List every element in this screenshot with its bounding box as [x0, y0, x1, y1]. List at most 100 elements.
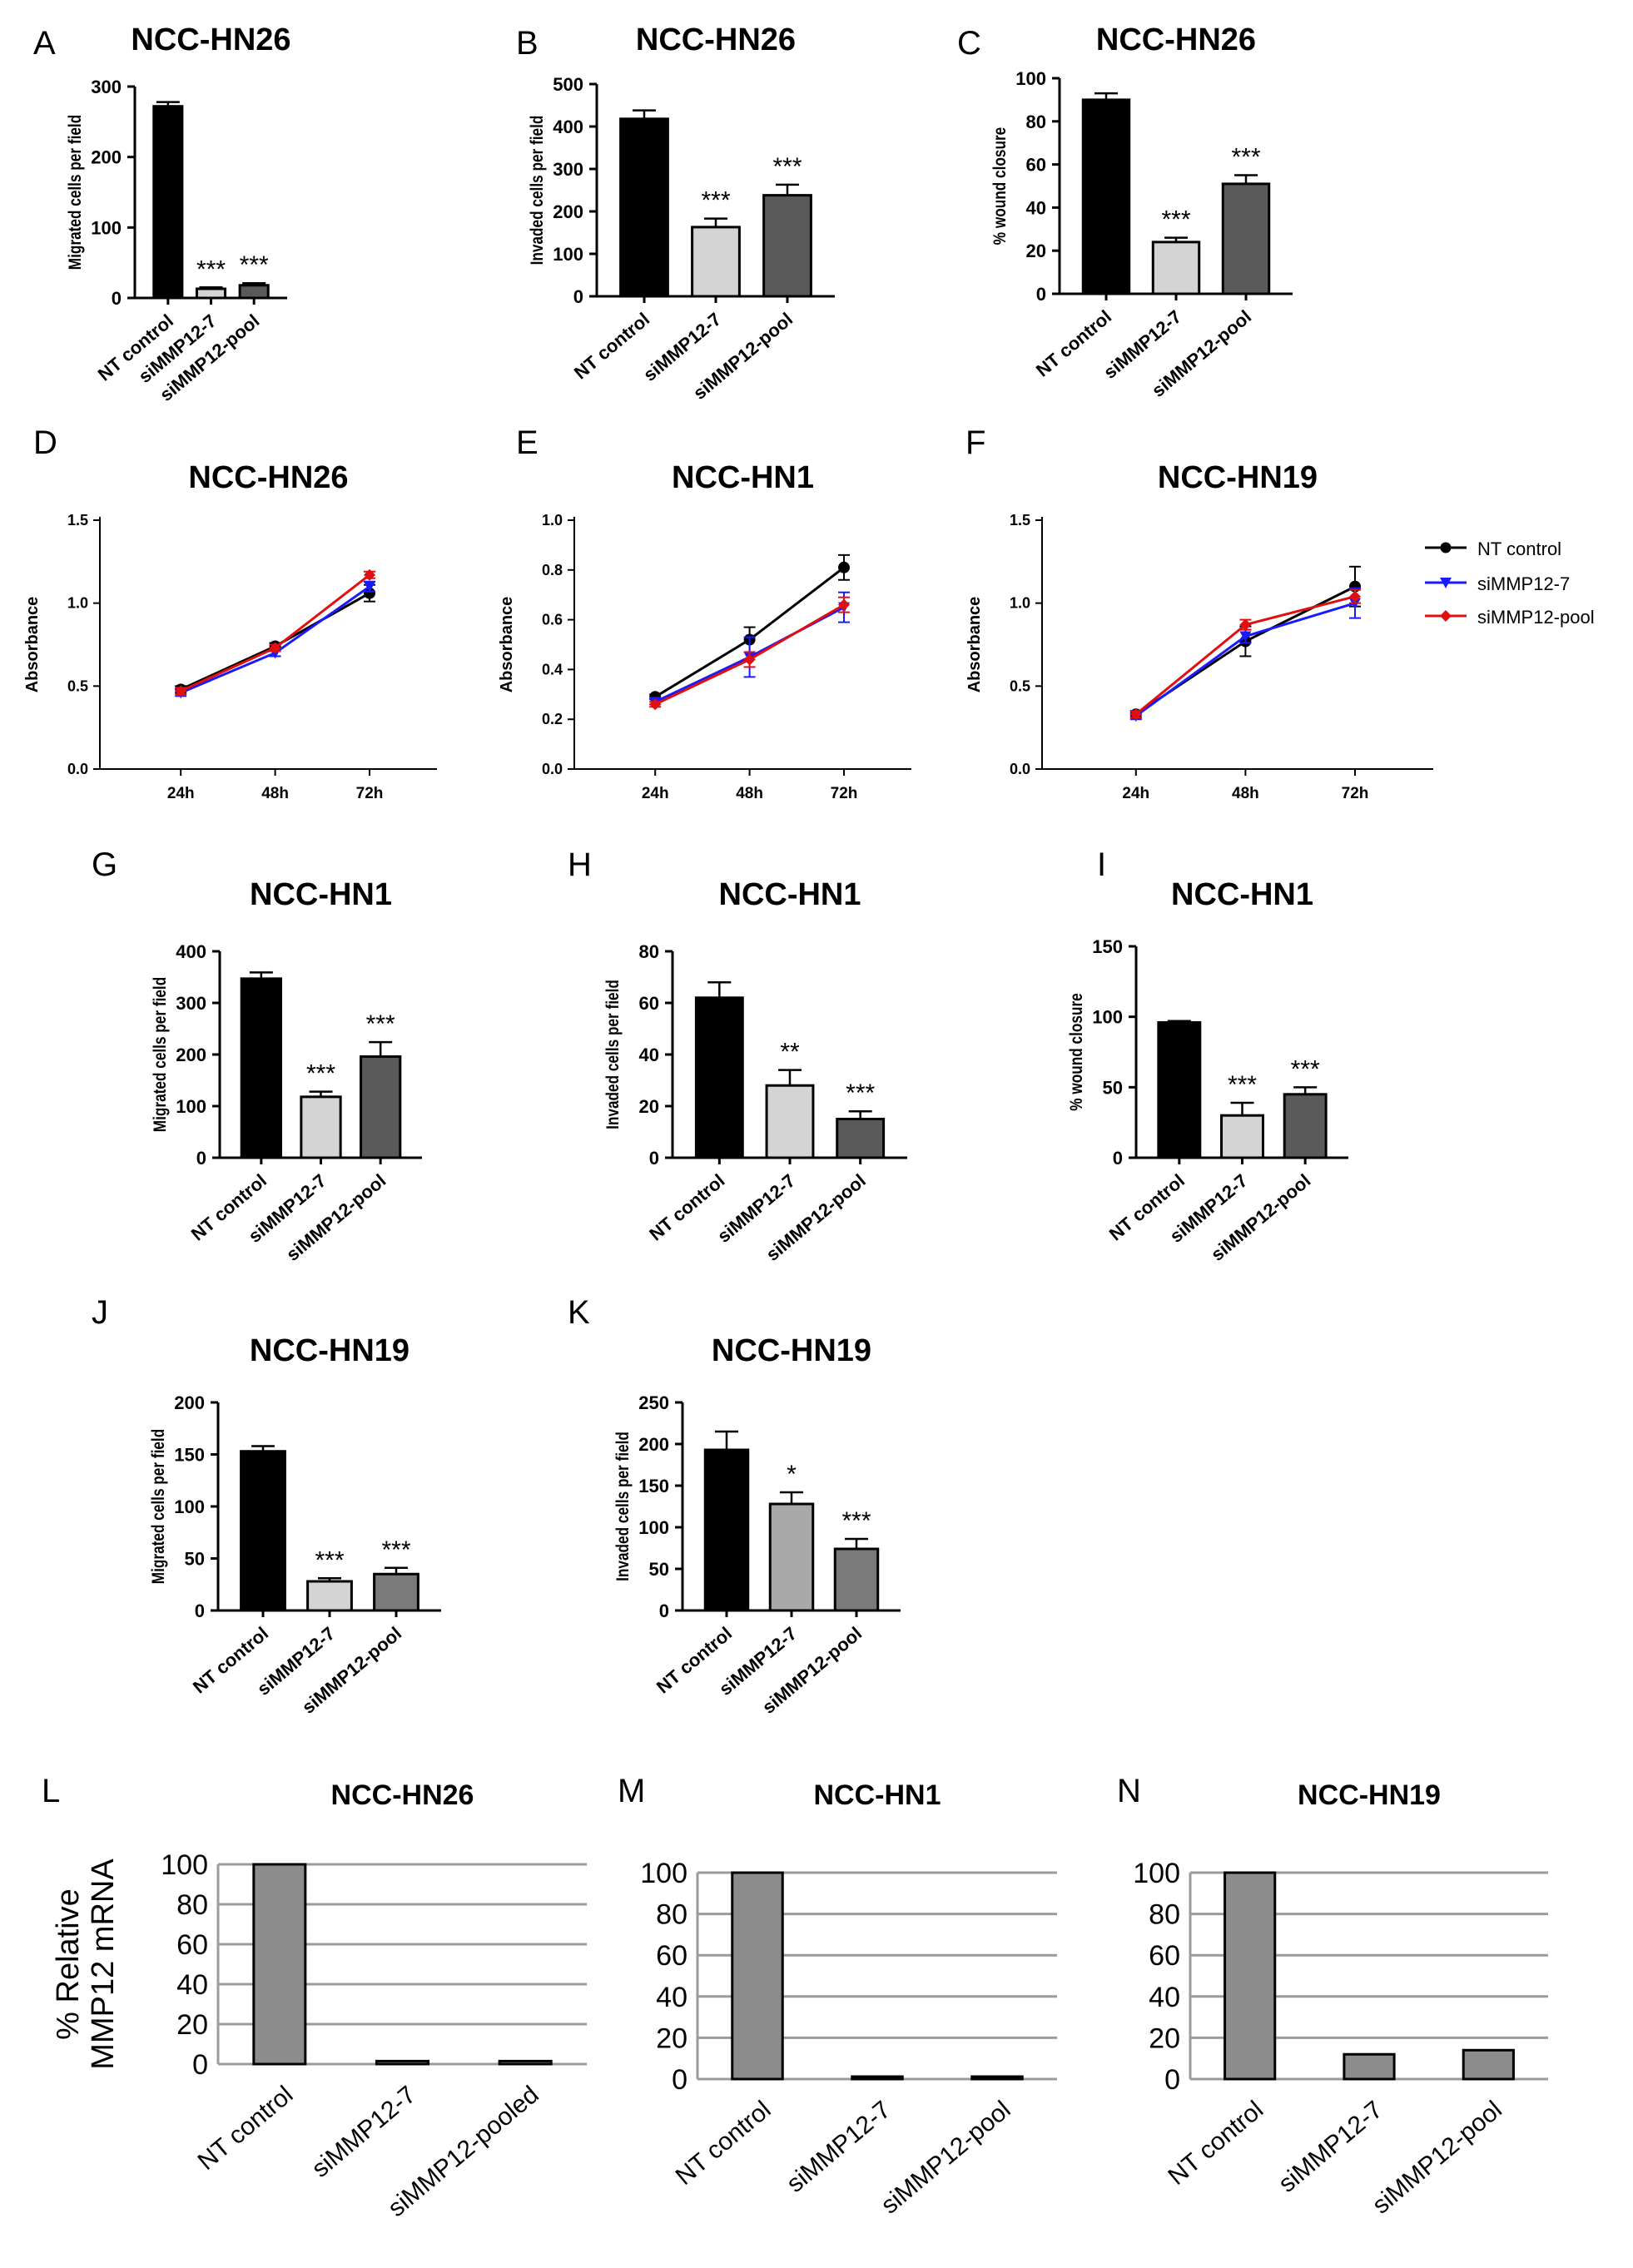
y-tick-label: 0.0	[542, 761, 563, 777]
bar	[836, 1118, 886, 1159]
significance-label: ***	[772, 153, 802, 181]
bar	[851, 2075, 904, 2081]
data-point	[838, 561, 850, 573]
significance-label: ***	[366, 1010, 395, 1038]
bar	[1151, 241, 1201, 295]
chart-title: NCC-HN19	[1298, 1779, 1441, 1811]
y-tick-label: 0	[672, 2064, 687, 2096]
significance-label: ***	[846, 1079, 875, 1107]
x-tick-label: siMMP12-pool	[282, 1170, 390, 1265]
panel-a: A NCC-HN26 0 100 200 300 Migrated cells per fi…	[33, 22, 291, 405]
y-tick-label: 40	[1026, 197, 1046, 218]
bar	[694, 996, 744, 1159]
y-tick-label: 40	[639, 1045, 659, 1065]
series-simmp12-pool	[1129, 588, 1361, 721]
bar	[731, 1871, 784, 2081]
x-tick-label: NT control	[193, 2081, 299, 2176]
bar	[768, 1502, 815, 1612]
y-tick-label: 200	[638, 1434, 669, 1455]
y-axis-label: Absorbance	[498, 597, 516, 693]
y-axis-label: % wound closure	[991, 127, 1010, 245]
panel-letter: E	[516, 424, 539, 461]
panel-letter: J	[92, 1294, 108, 1331]
panel-letter: H	[568, 846, 592, 883]
y-tick-label: 250	[638, 1392, 669, 1413]
y-tick-label: 0	[1036, 284, 1046, 305]
y-tick-label: 100	[176, 1096, 206, 1117]
y-tick-label: 0	[196, 1148, 206, 1169]
chart-title: NCC-HN26	[1096, 22, 1256, 57]
bar	[238, 284, 270, 300]
x-tick-label: 72h	[1342, 785, 1369, 802]
data-point	[649, 698, 662, 711]
data-point	[269, 642, 281, 654]
y-axis-label: % Relative	[51, 1888, 86, 2040]
y-tick-label: 0.5	[67, 677, 88, 694]
y-tick-label: 20	[656, 2022, 687, 2054]
chart-title: NCC-HN19	[250, 1333, 409, 1368]
panel-letter: G	[92, 846, 117, 883]
significance-label: ***	[196, 256, 226, 283]
data-point	[838, 598, 850, 611]
y-tick-label: 20	[639, 1096, 659, 1117]
y-tick-label: 150	[638, 1476, 669, 1496]
y-tick-label: 300	[91, 77, 122, 97]
panel-b: B NCC-HN26 0 100 200 300 400 500 Invaded cells p…	[516, 22, 835, 404]
panel-letter: L	[42, 1773, 60, 1809]
panel-letter: N	[1117, 1773, 1141, 1809]
y-tick-label: 20	[1149, 2022, 1180, 2054]
legend-marker-circle	[1440, 542, 1452, 553]
x-tick-label: 48h	[261, 785, 289, 802]
panel-h: H NCC-HN1 0 20 40 60 80 Invaded cells per field…	[568, 846, 907, 1265]
y-tick-label: 0.4	[542, 661, 563, 677]
y-tick-label: 0	[649, 1148, 659, 1169]
chart-title: NCC-HN1	[719, 877, 861, 912]
y-tick-label: 100	[174, 1496, 205, 1517]
bar	[762, 194, 812, 298]
y-tick-label: 80	[176, 1889, 208, 1921]
panel-e: E NCC-HN1 0.0 0.2 0.4 0.6 0.8 1.0 24h 48h 72h Absor…	[498, 424, 911, 802]
significance-label: **	[780, 1039, 800, 1066]
bar	[1343, 2052, 1396, 2081]
chart-title: NCC-HN26	[131, 22, 290, 57]
y-tick-label: 80	[1149, 1899, 1180, 1931]
y-tick-label: 0	[195, 1601, 205, 1621]
y-tick-label: 100	[1133, 1858, 1180, 1889]
y-tick-label: 400	[553, 117, 583, 137]
x-tick-label: 72h	[831, 785, 858, 802]
significance-label: ***	[841, 1507, 871, 1535]
legend-label-simmp12-pool: siMMP12-pool	[1477, 607, 1595, 628]
significance-label: ***	[701, 187, 730, 215]
y-tick-label: 0.0	[67, 761, 88, 777]
y-tick-label: 0.5	[1010, 677, 1030, 694]
y-tick-label: 100	[638, 1517, 669, 1538]
x-tick-label: 48h	[1232, 785, 1259, 802]
x-tick-label: NT control	[671, 2096, 777, 2191]
y-tick-label: 100	[553, 244, 583, 265]
legend-marker-triangle	[1440, 578, 1452, 588]
bar	[195, 287, 227, 300]
data-point	[1239, 618, 1252, 631]
significance-label: ***	[1161, 206, 1190, 234]
panel-d: D NCC-HN26 0.0 0.5 1.0 1.5 24h 48h 72h Absorbance	[23, 424, 437, 802]
y-tick-label: 0	[112, 288, 122, 309]
y-tick-label: 300	[176, 993, 206, 1014]
y-tick-label: 200	[553, 201, 583, 222]
legend-label-simmp12-7: siMMP12-7	[1477, 573, 1570, 594]
y-tick-label: 0	[659, 1601, 669, 1621]
bar	[1081, 98, 1131, 295]
x-tick-label: 72h	[356, 785, 384, 802]
series-simmp12-pool	[649, 596, 850, 711]
bar	[619, 117, 669, 298]
y-tick-label: 0.8	[542, 562, 563, 578]
panel-letter: F	[965, 424, 985, 461]
panel-m: M NCC-HN1 0 20 40 60 80 100 NT control siMMP12-7s…	[618, 1773, 1057, 2220]
panel-letter: C	[957, 25, 981, 62]
y-tick-label: 100	[1015, 68, 1046, 89]
series-line	[180, 573, 370, 692]
y-tick-label: 0	[1113, 1148, 1123, 1169]
